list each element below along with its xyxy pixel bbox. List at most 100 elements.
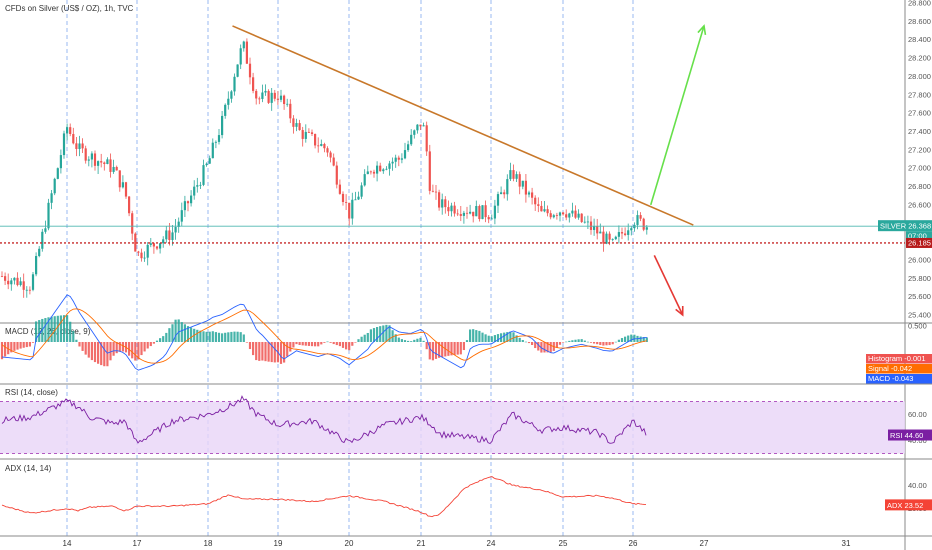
candle[interactable] bbox=[28, 286, 31, 295]
candle[interactable] bbox=[53, 177, 56, 196]
candle[interactable] bbox=[403, 142, 407, 160]
candle[interactable] bbox=[193, 180, 196, 200]
candle[interactable] bbox=[481, 205, 484, 220]
candle[interactable] bbox=[66, 123, 69, 141]
candle[interactable] bbox=[580, 213, 583, 224]
candle[interactable] bbox=[273, 89, 276, 102]
candle[interactable] bbox=[118, 170, 121, 192]
candle[interactable] bbox=[515, 171, 518, 183]
candle[interactable] bbox=[633, 222, 636, 232]
candle[interactable] bbox=[75, 136, 78, 157]
candle[interactable] bbox=[335, 161, 338, 189]
candle[interactable] bbox=[242, 40, 245, 52]
candle[interactable] bbox=[279, 89, 283, 103]
candle[interactable] bbox=[137, 250, 140, 256]
candle[interactable] bbox=[478, 204, 481, 222]
candle[interactable] bbox=[50, 189, 53, 210]
candle[interactable] bbox=[394, 154, 397, 168]
candle[interactable] bbox=[351, 192, 354, 225]
candle[interactable] bbox=[428, 144, 431, 195]
candle[interactable] bbox=[531, 187, 534, 205]
candle[interactable] bbox=[596, 218, 599, 240]
candle[interactable] bbox=[186, 200, 190, 212]
candle[interactable] bbox=[202, 159, 205, 187]
candle[interactable] bbox=[298, 119, 301, 131]
candle[interactable] bbox=[431, 184, 434, 193]
candle[interactable] bbox=[199, 181, 202, 190]
candle[interactable] bbox=[537, 197, 540, 213]
candle[interactable] bbox=[465, 206, 469, 219]
candle[interactable] bbox=[134, 232, 137, 252]
candle[interactable] bbox=[112, 159, 115, 174]
candle[interactable] bbox=[593, 218, 596, 236]
candle[interactable] bbox=[503, 189, 506, 199]
candle[interactable] bbox=[87, 156, 90, 167]
candle[interactable] bbox=[97, 160, 100, 175]
candle[interactable] bbox=[93, 150, 97, 171]
candle[interactable] bbox=[171, 224, 174, 246]
candle[interactable] bbox=[56, 167, 59, 180]
candle[interactable] bbox=[162, 236, 165, 248]
candle[interactable] bbox=[183, 195, 186, 218]
candle[interactable] bbox=[72, 127, 75, 145]
candle[interactable] bbox=[270, 87, 273, 111]
candle[interactable] bbox=[7, 273, 10, 290]
candle[interactable] bbox=[589, 216, 593, 235]
candle[interactable] bbox=[577, 209, 580, 220]
candle[interactable] bbox=[518, 171, 521, 195]
candle[interactable] bbox=[450, 202, 453, 217]
candle[interactable] bbox=[413, 129, 416, 139]
candle[interactable] bbox=[338, 179, 341, 195]
candle[interactable] bbox=[149, 237, 152, 248]
drawing-annotations[interactable] bbox=[232, 24, 707, 317]
candle[interactable] bbox=[84, 145, 87, 164]
candle[interactable] bbox=[103, 161, 106, 171]
candle[interactable] bbox=[599, 223, 602, 234]
candle[interactable] bbox=[363, 169, 366, 187]
candle[interactable] bbox=[422, 122, 425, 127]
candle[interactable] bbox=[329, 150, 332, 163]
candle[interactable] bbox=[614, 235, 617, 241]
candle[interactable] bbox=[512, 164, 515, 182]
candle[interactable] bbox=[69, 123, 72, 137]
candle[interactable] bbox=[196, 177, 199, 193]
time-axis[interactable]: 14 17 18 19 20 21 24 25 26 27 31 bbox=[63, 539, 851, 548]
candle[interactable] bbox=[283, 94, 286, 110]
candle[interactable] bbox=[549, 210, 552, 220]
candle[interactable] bbox=[289, 99, 292, 124]
candle[interactable] bbox=[59, 149, 62, 174]
candle[interactable] bbox=[540, 201, 543, 212]
candle[interactable] bbox=[310, 129, 314, 137]
candle[interactable] bbox=[233, 73, 236, 96]
candle[interactable] bbox=[295, 118, 298, 132]
candle[interactable] bbox=[366, 165, 369, 175]
candle[interactable] bbox=[177, 217, 180, 233]
candle[interactable] bbox=[276, 91, 279, 105]
candle[interactable] bbox=[400, 153, 403, 164]
candle[interactable] bbox=[217, 128, 221, 145]
candle[interactable] bbox=[341, 191, 345, 206]
candle[interactable] bbox=[552, 213, 555, 219]
candle[interactable] bbox=[22, 273, 25, 298]
candle[interactable] bbox=[456, 209, 459, 217]
candle[interactable] bbox=[348, 202, 351, 226]
candle[interactable] bbox=[611, 238, 614, 242]
candle[interactable] bbox=[35, 252, 38, 277]
candle[interactable] bbox=[239, 44, 242, 70]
candle[interactable] bbox=[555, 212, 558, 220]
candle[interactable] bbox=[642, 217, 645, 232]
candle[interactable] bbox=[230, 90, 233, 103]
trendline[interactable] bbox=[232, 25, 694, 226]
candle[interactable] bbox=[410, 129, 413, 146]
candle[interactable] bbox=[357, 191, 360, 200]
candle[interactable] bbox=[624, 227, 627, 237]
candle[interactable] bbox=[558, 211, 562, 222]
candle[interactable] bbox=[617, 225, 620, 244]
candle[interactable] bbox=[388, 160, 391, 176]
candle[interactable] bbox=[252, 72, 255, 94]
candle[interactable] bbox=[447, 200, 450, 216]
candle[interactable] bbox=[267, 89, 270, 105]
candle[interactable] bbox=[320, 139, 323, 147]
candle[interactable] bbox=[506, 174, 509, 201]
candle[interactable] bbox=[487, 215, 490, 224]
